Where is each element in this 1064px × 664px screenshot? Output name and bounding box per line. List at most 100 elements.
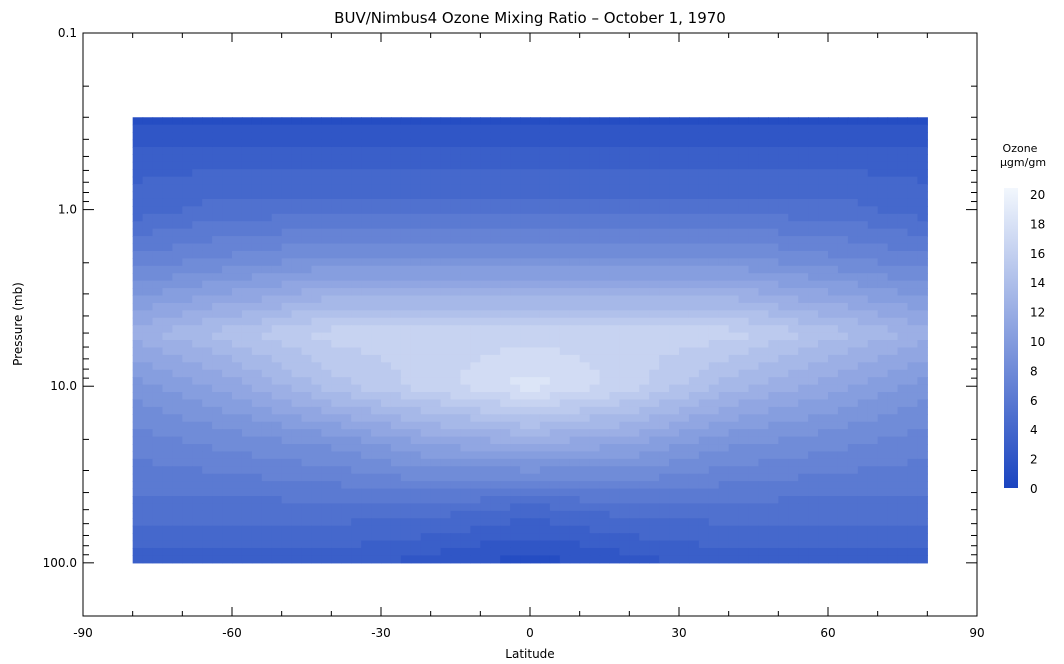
heat-cell (738, 444, 750, 453)
heat-cell (698, 206, 710, 215)
colorbar-tick-label: 18 (1030, 217, 1045, 231)
heat-cell (301, 191, 313, 200)
heat-cell (361, 250, 372, 259)
heat-cell (241, 169, 253, 178)
heat-cell (728, 429, 740, 438)
heat-cell (470, 317, 481, 326)
heat-cell (520, 206, 531, 215)
heat-cell (381, 198, 392, 207)
heat-cell (808, 377, 819, 386)
heat-cell (818, 250, 829, 259)
heat-cell (629, 525, 640, 534)
heat-cell (748, 488, 760, 497)
heat-cell (897, 406, 909, 415)
heat-cell (867, 540, 879, 549)
heat-cell (728, 139, 740, 148)
heat-cell (639, 384, 650, 393)
heat-cell (420, 176, 432, 185)
heat-cell (599, 481, 611, 490)
heat-cell (659, 176, 670, 185)
heat-cell (142, 414, 154, 423)
heat-cell (688, 288, 700, 297)
heat-cell (291, 161, 303, 170)
heat-cell (311, 533, 322, 542)
heat-cell (609, 310, 620, 319)
heat-cell (232, 377, 243, 386)
heat-cell (559, 265, 571, 274)
heat-cell (162, 540, 173, 549)
heat-cell (837, 414, 849, 423)
heat-cell (857, 124, 869, 133)
heat-cell (371, 510, 382, 519)
heat-cell (132, 280, 144, 289)
heat-cell (857, 533, 869, 542)
heat-cell (241, 325, 253, 334)
heat-cell (847, 310, 859, 319)
heat-cell (857, 406, 869, 415)
heat-cell (400, 184, 412, 193)
heat-cell (619, 176, 630, 185)
heat-cell (688, 340, 700, 349)
heat-cell (530, 518, 541, 527)
heat-cell (321, 533, 332, 542)
heat-cell (450, 503, 462, 512)
heat-cell (778, 510, 789, 519)
heat-cell (142, 451, 154, 460)
heat-cell (271, 533, 283, 542)
heat-cell (748, 503, 760, 512)
heat-cell (490, 347, 501, 356)
heat-cell (539, 191, 551, 200)
heat-cell (430, 451, 442, 460)
heat-cell (470, 488, 481, 497)
heat-cell (549, 213, 561, 222)
heat-cell (202, 399, 213, 408)
heat-cell (748, 377, 760, 386)
heat-cell (837, 429, 849, 438)
heat-cell (132, 169, 144, 178)
heat-cell (649, 518, 660, 527)
heat-cell (788, 392, 799, 401)
heat-cell (728, 302, 740, 311)
heat-cell (599, 436, 611, 445)
heat-cell (539, 481, 551, 490)
heat-cell (271, 399, 283, 408)
heat-cell (788, 191, 799, 200)
heat-cell (142, 533, 154, 542)
heat-cell (788, 273, 799, 282)
heat-cell (907, 117, 918, 126)
heat-cell (599, 265, 611, 274)
heat-cell (728, 250, 740, 259)
heat-cell (271, 169, 283, 178)
heat-cell (381, 354, 392, 363)
heat-cell (778, 117, 789, 126)
heat-cell (361, 169, 372, 178)
heat-cell (341, 273, 352, 282)
heat-cell (351, 228, 362, 237)
heat-cell (331, 176, 342, 185)
heat-cell (887, 406, 899, 415)
heat-cell (152, 280, 164, 289)
heat-cell (788, 496, 799, 505)
heat-cell (649, 384, 660, 393)
heat-cell (857, 206, 869, 215)
heat-cell (390, 384, 402, 393)
heat-cell (480, 250, 491, 259)
heat-cell (440, 481, 452, 490)
heat-cell (818, 191, 829, 200)
heat-cell (480, 191, 491, 200)
heat-cell (271, 213, 283, 222)
heat-cell (887, 161, 899, 170)
heat-cell (172, 481, 183, 490)
heat-cell (728, 458, 740, 467)
heat-cell (520, 117, 531, 126)
heat-cell (480, 451, 491, 460)
heat-cell (688, 139, 700, 148)
heat-cell (132, 228, 144, 237)
heat-cell (708, 228, 720, 237)
heat-cell (877, 510, 889, 519)
heat-cell (589, 347, 601, 356)
heat-cell (281, 540, 293, 549)
y-tick-label: 10.0 (50, 379, 77, 393)
heat-cell (599, 414, 611, 423)
heat-cell (857, 146, 869, 155)
